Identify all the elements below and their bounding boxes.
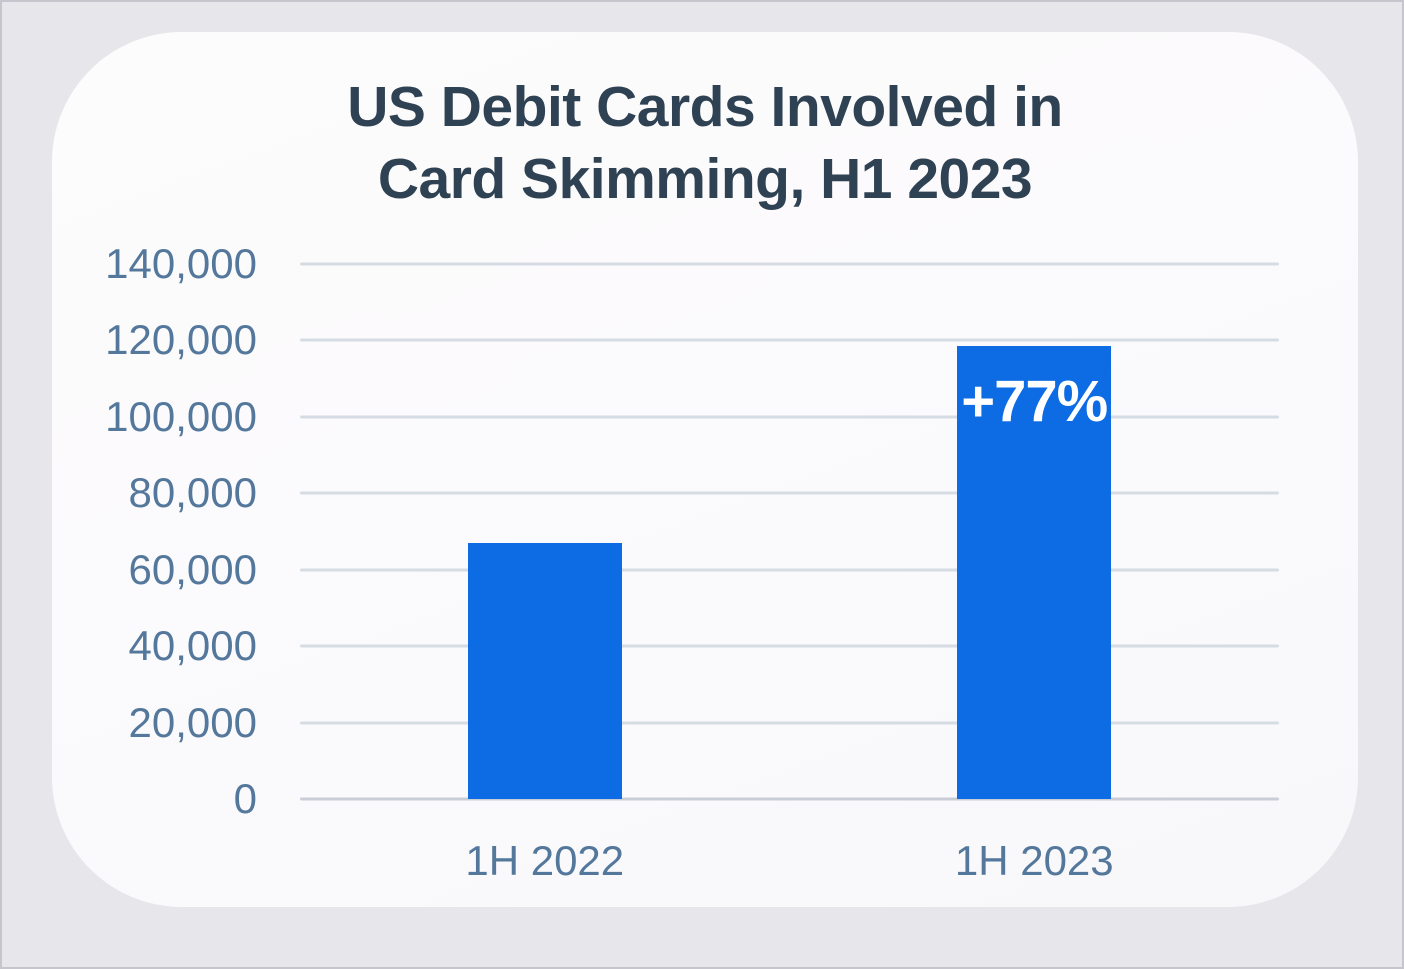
x-tick-label: 1H 2022: [465, 837, 625, 884]
y-tick-label: 60,000: [128, 545, 257, 593]
plot-area: +77%: [300, 262, 1279, 801]
bar-chart: 0 20,000 40,000 60,000 80,000 100,000 120,000 1…: [52, 32, 1358, 907]
gridline: [300, 338, 1279, 342]
y-tick-label: 100,000: [105, 392, 257, 440]
gridline: [300, 415, 1279, 419]
bar-annotation: +77%: [961, 368, 1108, 434]
gridline: [300, 721, 1279, 725]
x-axis: 1H 2022 1H 2023: [300, 837, 1279, 897]
chart-title-line-2: Card Skimming, H1 2023: [377, 146, 1033, 211]
gridline: [300, 568, 1279, 572]
gridline: [300, 262, 1279, 266]
x-tick-label: 1H 2023: [954, 837, 1114, 884]
chart-title-line-1: US Debit Cards Involved in: [347, 75, 1063, 139]
gridline: [300, 491, 1279, 495]
y-tick-label: 140,000: [105, 240, 257, 287]
y-tick-label: 40,000: [128, 622, 257, 670]
bar-1h-2023: +77%: [957, 345, 1112, 799]
y-tick-label: 20,000: [128, 698, 257, 746]
chart-card: US Debit Cards Involved in Card Skimming…: [52, 32, 1358, 907]
y-tick-label: 80,000: [128, 469, 257, 517]
y-tick-label: 0: [233, 775, 257, 822]
chart-title: US Debit Cards Involved in Card Skimming…: [52, 72, 1358, 216]
y-axis: 0 20,000 40,000 60,000 80,000 100,000 120,000 1…: [52, 240, 257, 822]
bar-1h-2022: [467, 542, 622, 799]
gridline: [300, 644, 1279, 648]
y-tick-label: 120,000: [105, 316, 257, 364]
zero-gridline: [300, 797, 1279, 801]
